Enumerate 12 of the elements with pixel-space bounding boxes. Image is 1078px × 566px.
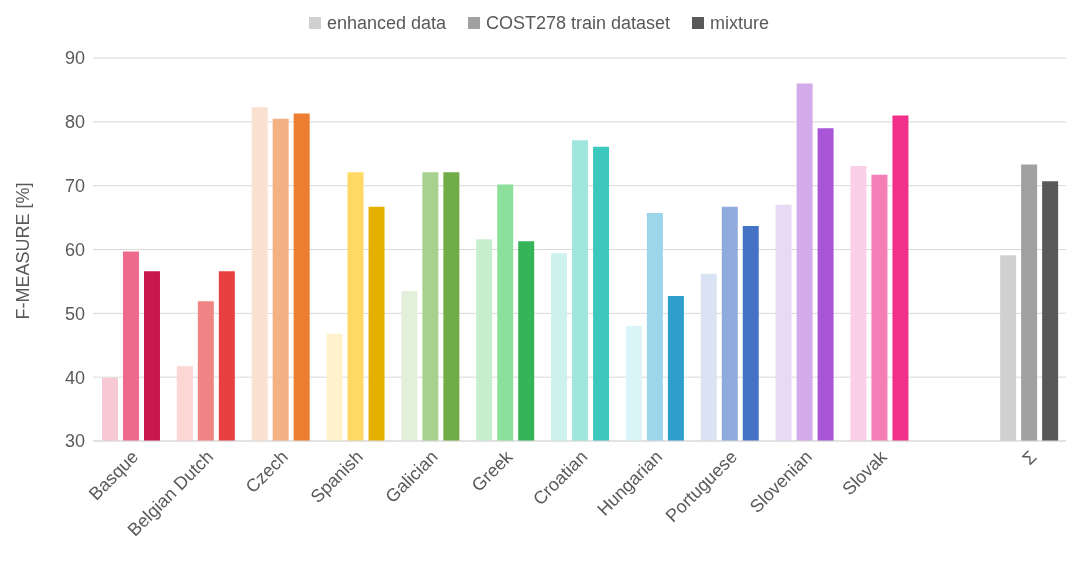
legend-label: enhanced data bbox=[326, 12, 446, 34]
y-tick-label: 80 bbox=[64, 112, 85, 133]
y-tick-label: 90 bbox=[64, 48, 85, 69]
y-tick-label: 60 bbox=[64, 239, 85, 260]
legend-label: COST278 train dataset bbox=[485, 12, 671, 34]
legend-label: mixture bbox=[710, 12, 770, 34]
y-tick-label: 50 bbox=[64, 303, 85, 324]
y-tick-label: 70 bbox=[64, 176, 85, 197]
y-axis-title: F-MEASURE [%] bbox=[13, 182, 34, 320]
x-tick-label: Σ bbox=[1018, 446, 1041, 469]
y-tick-label: 30 bbox=[64, 431, 85, 452]
y-tick-label: 40 bbox=[64, 367, 85, 388]
